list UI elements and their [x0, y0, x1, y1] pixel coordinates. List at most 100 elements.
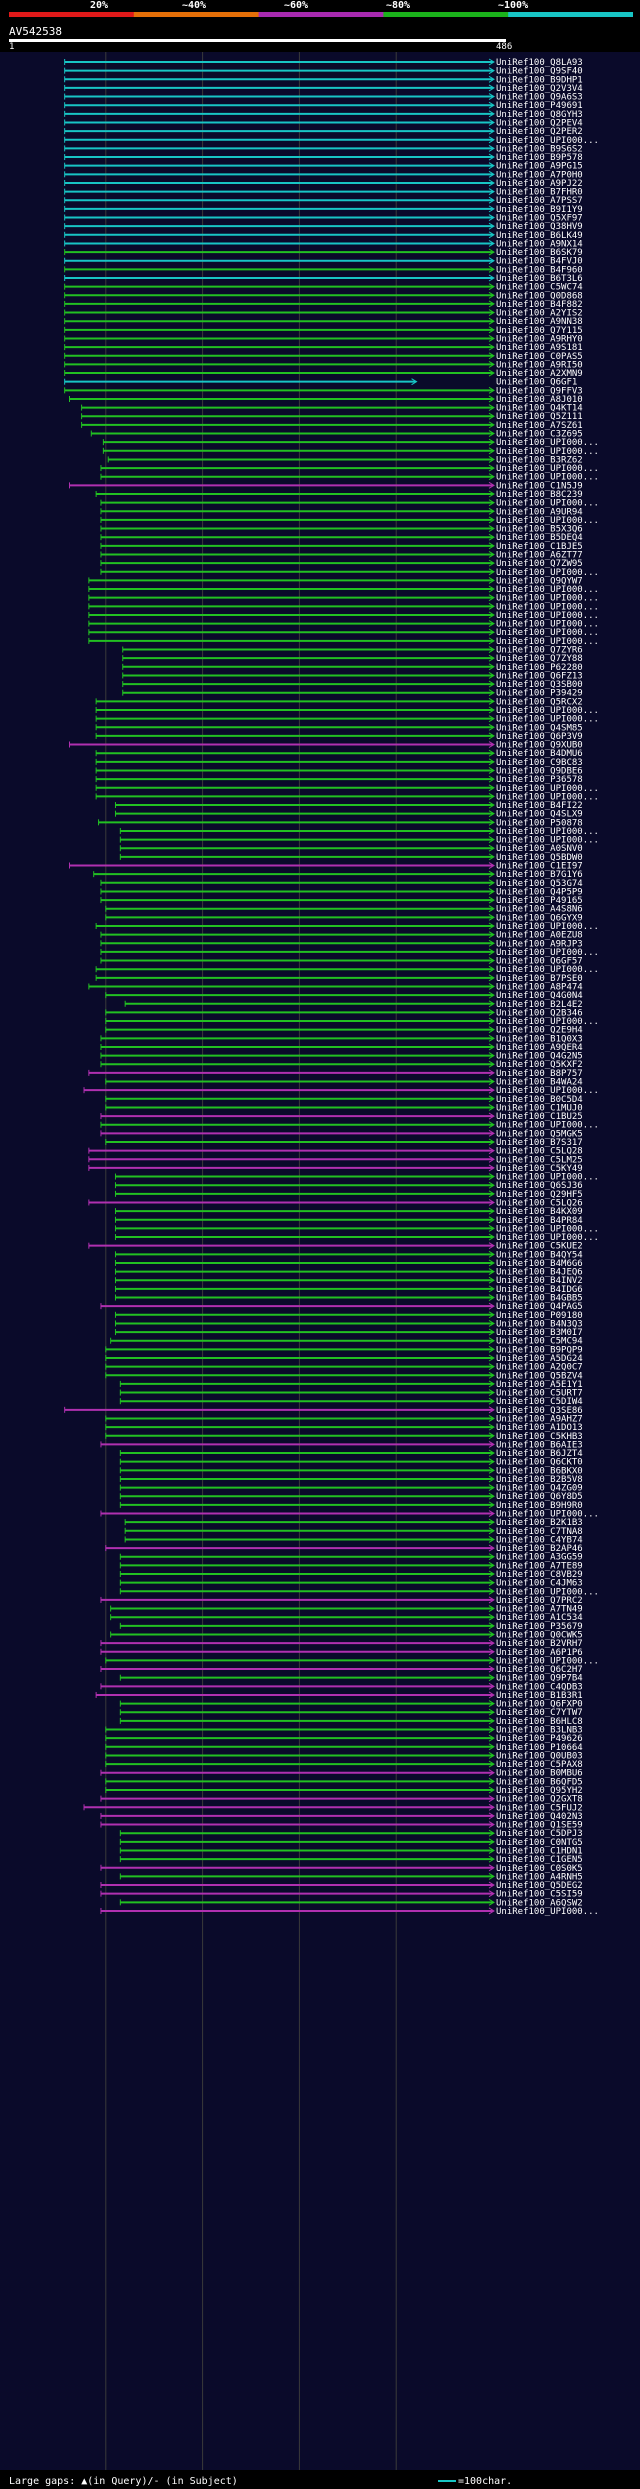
hit-label[interactable]: UniRef100_A7TN49: [496, 1605, 583, 1615]
hit-label[interactable]: UniRef100_A9UR94: [496, 507, 583, 517]
hit-row[interactable]: UniRef100_B9PQP9: [105, 1345, 583, 1355]
hit-label[interactable]: UniRef100_Q4KT14: [496, 404, 583, 414]
hit-row[interactable]: UniRef100_Q6GF57: [100, 957, 583, 967]
hit-label[interactable]: UniRef100_Q9DBE6: [496, 766, 583, 776]
hit-row[interactable]: UniRef100_P10664: [105, 1743, 583, 1753]
hit-label[interactable]: UniRef100_UPI000...: [496, 1907, 599, 1917]
hit-row[interactable]: UniRef100_B6LK49: [64, 231, 583, 241]
hit-label[interactable]: UniRef100_A4RNH5: [496, 1872, 583, 1882]
hit-row[interactable]: UniRef100_C7TNA8: [124, 1527, 583, 1537]
hit-row[interactable]: UniRef100_Q2GXT8: [100, 1795, 583, 1805]
hit-row[interactable]: UniRef100_A9NN38: [64, 317, 583, 327]
hit-row[interactable]: UniRef100_Q4KT14: [81, 404, 583, 414]
hit-label[interactable]: UniRef100_P09180: [496, 1311, 583, 1321]
hit-label[interactable]: UniRef100_B3LNB3: [496, 1726, 583, 1736]
hit-row[interactable]: UniRef100_Q7Y115: [64, 326, 583, 336]
hit-row[interactable]: UniRef100_A9PJ22: [64, 179, 583, 189]
hit-label[interactable]: UniRef100_Q9P7B4: [496, 1674, 583, 1684]
hit-row[interactable]: UniRef100_C4JM63: [119, 1579, 583, 1589]
hit-label[interactable]: UniRef100_P39429: [496, 689, 583, 699]
hit-row[interactable]: UniRef100_B3M0I7: [114, 1328, 583, 1338]
hit-row[interactable]: UniRef100_Q6FXP0: [119, 1700, 583, 1710]
hit-label[interactable]: UniRef100_B7S317: [496, 1138, 583, 1148]
hit-label[interactable]: UniRef100_C4YB74: [496, 1535, 583, 1545]
hit-label[interactable]: UniRef100_Q9SF40: [496, 67, 583, 77]
hit-label[interactable]: UniRef100_Q5MGK5: [496, 1129, 583, 1139]
hit-label[interactable]: UniRef100_B0C5D4: [496, 1095, 583, 1105]
hit-label[interactable]: UniRef100_Q6SJ36: [496, 1181, 583, 1191]
hit-label[interactable]: UniRef100_C5KUE2: [496, 1242, 583, 1252]
hit-row[interactable]: UniRef100_C8VB29: [119, 1570, 583, 1580]
hit-label[interactable]: UniRef100_UPI000...: [496, 1510, 599, 1520]
hit-label[interactable]: UniRef100_UPI000...: [496, 637, 599, 647]
hit-label[interactable]: UniRef100_Q6GYX9: [496, 913, 583, 923]
hit-label[interactable]: UniRef100_Q6CKT0: [496, 1458, 583, 1468]
hit-row[interactable]: UniRef100_Q6GYX9: [105, 913, 583, 923]
hit-label[interactable]: UniRef100_B2VRH7: [496, 1639, 583, 1649]
hit-label[interactable]: UniRef100_A9PG15: [496, 162, 583, 172]
hit-row[interactable]: UniRef100_Q4SLX9: [114, 810, 583, 820]
hit-row[interactable]: UniRef100_B7S317: [105, 1138, 583, 1148]
hit-label[interactable]: UniRef100_B2AP46: [496, 1544, 583, 1554]
hit-label[interactable]: UniRef100_Q0D868: [496, 291, 583, 301]
hit-row[interactable]: UniRef100_B4WA24: [105, 1078, 583, 1088]
hit-label[interactable]: UniRef100_B4WA24: [496, 1078, 583, 1088]
hit-label[interactable]: UniRef100_UPI000...: [496, 602, 599, 612]
hit-label[interactable]: UniRef100_C5DPJ3: [496, 1829, 583, 1839]
hit-label[interactable]: UniRef100_B4FI22: [496, 801, 583, 811]
hit-row[interactable]: UniRef100_Q7ZYR6: [122, 646, 583, 656]
hit-row[interactable]: UniRef100_A4RNH5: [119, 1872, 583, 1882]
hit-row[interactable]: UniRef100_Q0D868: [64, 291, 583, 301]
hit-label[interactable]: UniRef100_UPI000...: [496, 473, 599, 483]
hit-row[interactable]: UniRef100_Q3SB00: [122, 680, 583, 690]
hit-label[interactable]: UniRef100_C5KY49: [496, 1164, 583, 1174]
hit-row[interactable]: UniRef100_Q9SF40: [64, 67, 583, 77]
hit-row[interactable]: UniRef100_P49165: [100, 896, 583, 906]
hit-label[interactable]: UniRef100_B1B3R1: [496, 1691, 583, 1701]
hit-row[interactable]: UniRef100_B4KX09: [114, 1207, 583, 1217]
hit-label[interactable]: UniRef100_Q1SE59: [496, 1821, 583, 1831]
hit-row[interactable]: UniRef100_UPI000...: [102, 447, 599, 457]
hit-row[interactable]: UniRef100_C5WC74: [64, 283, 583, 293]
hit-row[interactable]: UniRef100_Q9A6S3: [64, 93, 583, 103]
hit-row[interactable]: UniRef100_Q5RCX2: [95, 697, 583, 707]
hit-label[interactable]: UniRef100_B4IDG6: [496, 1285, 583, 1295]
hit-row[interactable]: UniRef100_Q53G74: [100, 879, 583, 889]
hit-row[interactable]: UniRef100_Q0CWK5: [110, 1630, 583, 1640]
hit-row[interactable]: UniRef100_Q6FZ13: [122, 671, 583, 681]
hit-label[interactable]: UniRef100_C1BJE5: [496, 542, 583, 552]
hit-row[interactable]: UniRef100_Q2PER2: [64, 127, 583, 137]
hit-row[interactable]: UniRef100_A9PG15: [64, 162, 583, 172]
hit-row[interactable]: UniRef100_B4DMU6: [95, 749, 583, 759]
hit-row[interactable]: UniRef100_B6T3L6: [64, 274, 583, 284]
hit-label[interactable]: UniRef100_B1Q0X3: [496, 1034, 583, 1044]
hit-label[interactable]: UniRef100_Q6GF57: [496, 957, 583, 967]
hit-label[interactable]: UniRef100_C1EI97: [496, 862, 583, 872]
hit-row[interactable]: UniRef100_C1HDN1: [119, 1846, 583, 1856]
hit-label[interactable]: UniRef100_Q5Z111: [496, 412, 583, 422]
hit-label[interactable]: UniRef100_UPI000...: [496, 1656, 599, 1666]
hit-label[interactable]: UniRef100_Q5DEG2: [496, 1881, 583, 1891]
hit-row[interactable]: UniRef100_Q9DBE6: [95, 766, 583, 776]
hit-row[interactable]: UniRef100_B9H9R0: [119, 1501, 583, 1511]
hit-row[interactable]: UniRef100_Q4SM85: [95, 723, 583, 733]
hit-row[interactable]: UniRef100_Q6C2H7: [100, 1665, 583, 1675]
hit-row[interactable]: UniRef100_UPI000...: [95, 922, 599, 932]
hit-label[interactable]: UniRef100_UPI000...: [496, 136, 599, 146]
hit-label[interactable]: UniRef100_B4FVJ0: [496, 257, 583, 267]
hit-row[interactable]: UniRef100_C1N5J9: [69, 481, 583, 491]
hit-row[interactable]: UniRef100_A6QSW2: [119, 1898, 583, 1908]
hit-label[interactable]: UniRef100_Q2PER2: [496, 127, 583, 137]
hit-label[interactable]: UniRef100_UPI000...: [496, 1017, 599, 1027]
hit-row[interactable]: UniRef100_Q9QYW7: [88, 576, 583, 586]
hit-label[interactable]: UniRef100_Q9FFV3: [496, 386, 583, 396]
hit-label[interactable]: UniRef100_Q95YH2: [496, 1786, 583, 1796]
hit-label[interactable]: UniRef100_C9BC83: [496, 758, 583, 768]
hit-label[interactable]: UniRef100_Q5RCX2: [496, 697, 583, 707]
hit-row[interactable]: UniRef100_C5LQ26: [88, 1198, 583, 1208]
hit-label[interactable]: UniRef100_P62280: [496, 663, 583, 673]
hit-label[interactable]: UniRef100_Q5BZV4: [496, 1371, 583, 1381]
hit-label[interactable]: UniRef100_B9I1Y9: [496, 205, 583, 215]
hit-row[interactable]: UniRef100_B9P578: [64, 153, 583, 163]
hit-row[interactable]: UniRef100_UPI000...: [100, 948, 599, 958]
